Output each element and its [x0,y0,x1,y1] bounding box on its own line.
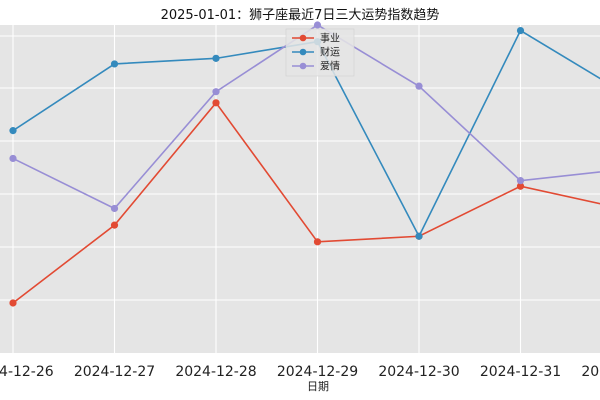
data-point [313,21,322,29]
x-axis-label: 日期 [307,380,329,393]
data-point [415,82,423,90]
x-tick-label: 2024-12-26 [0,364,54,380]
x-tick-label: 2024-12-27 [74,364,155,380]
legend-swatch-marker [299,48,307,56]
data-point [212,99,220,107]
data-point [415,232,423,240]
data-point [516,26,525,35]
x-tick-label: 2024-12-29 [277,364,358,380]
x-tick-label: 2024-12-28 [175,364,256,380]
data-point [9,299,17,307]
plot-background [0,25,600,353]
data-point [516,182,525,190]
x-tick-labels: 2024-12-26 2024-12-27 2024-12-28 2024-12-29… [0,364,600,380]
data-point [313,238,322,246]
x-tick-label: 2024-12-30 [378,364,459,380]
legend-label: 爱情 [320,60,340,73]
x-tick-label: 2025-01-01 [581,364,600,380]
data-point [9,127,17,135]
data-point [9,154,17,163]
data-point [110,60,119,68]
legend-label: 财运 [320,46,340,59]
data-point [110,204,119,213]
x-tick-label: 2024-12-31 [480,364,561,380]
data-point [212,88,220,96]
data-point [110,221,119,229]
grid-lines [0,25,600,353]
legend-swatch-marker [299,62,307,70]
legend-swatch-marker [299,34,307,42]
legend-label: 事业 [320,32,340,45]
data-point [212,54,220,62]
chart-title: 2025-01-01：狮子座最近7日三大运势指数趋势 [161,7,440,23]
data-point [516,177,525,185]
